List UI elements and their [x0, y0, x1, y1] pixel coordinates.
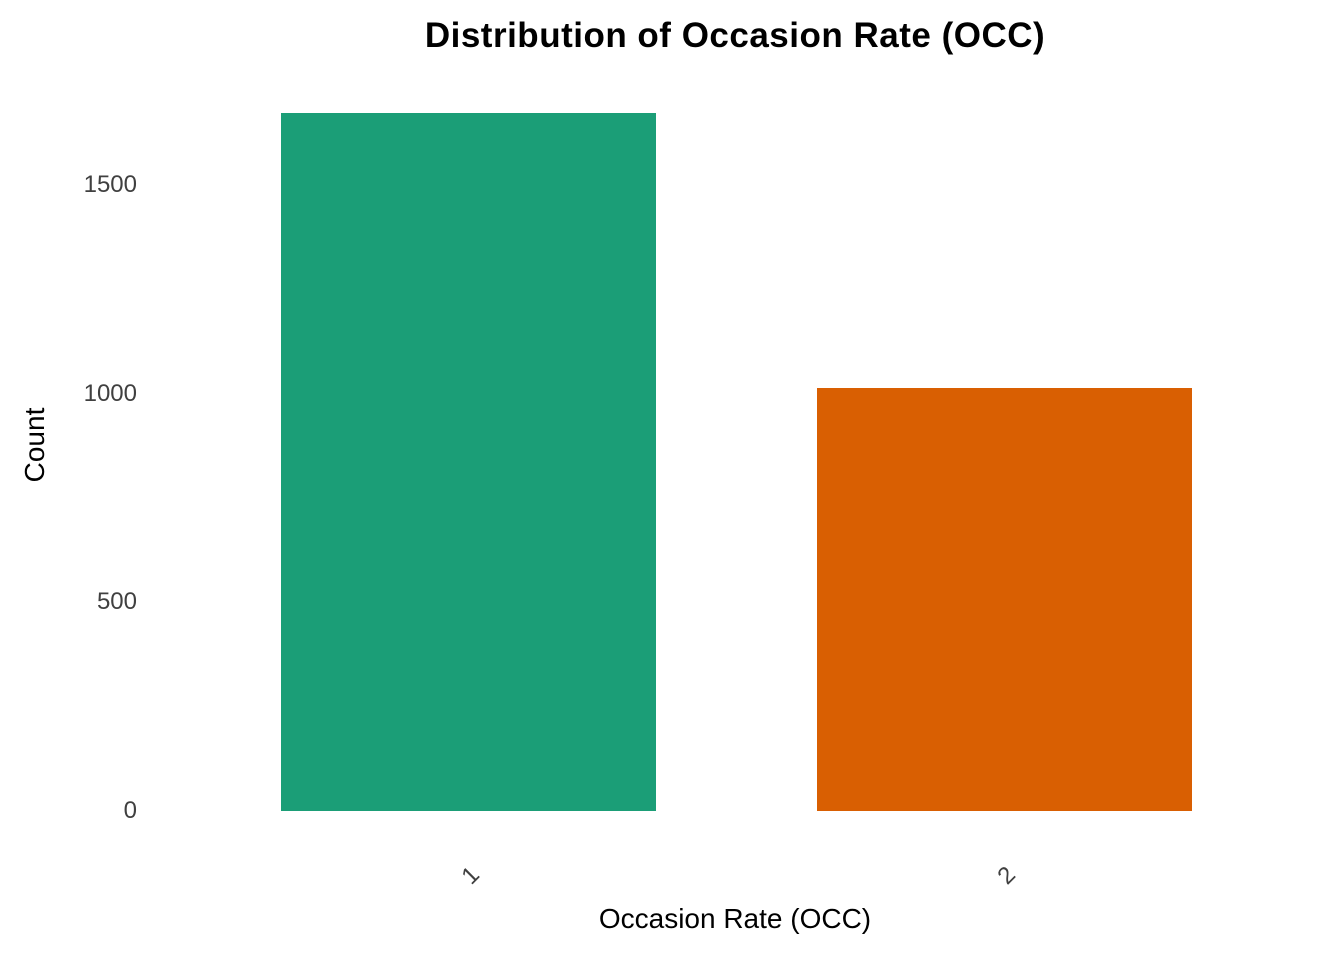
- x-axis-label: Occasion Rate (OCC): [598, 903, 872, 934]
- y-tick-label-500: 500: [96, 588, 137, 616]
- x-tick-label-2: 2: [992, 861, 1021, 890]
- y-tick-label-1500: 1500: [83, 171, 137, 198]
- chart-title: Distribution of Occasion Rate (OCC): [424, 16, 1046, 55]
- x-tick-label-1: 1: [456, 861, 485, 890]
- bar-occ-2: [816, 387, 1192, 811]
- y-tick-label-0: 0: [123, 797, 137, 824]
- bar-occ-1: [280, 113, 656, 811]
- y-tick-label-1000: 1000: [83, 379, 137, 407]
